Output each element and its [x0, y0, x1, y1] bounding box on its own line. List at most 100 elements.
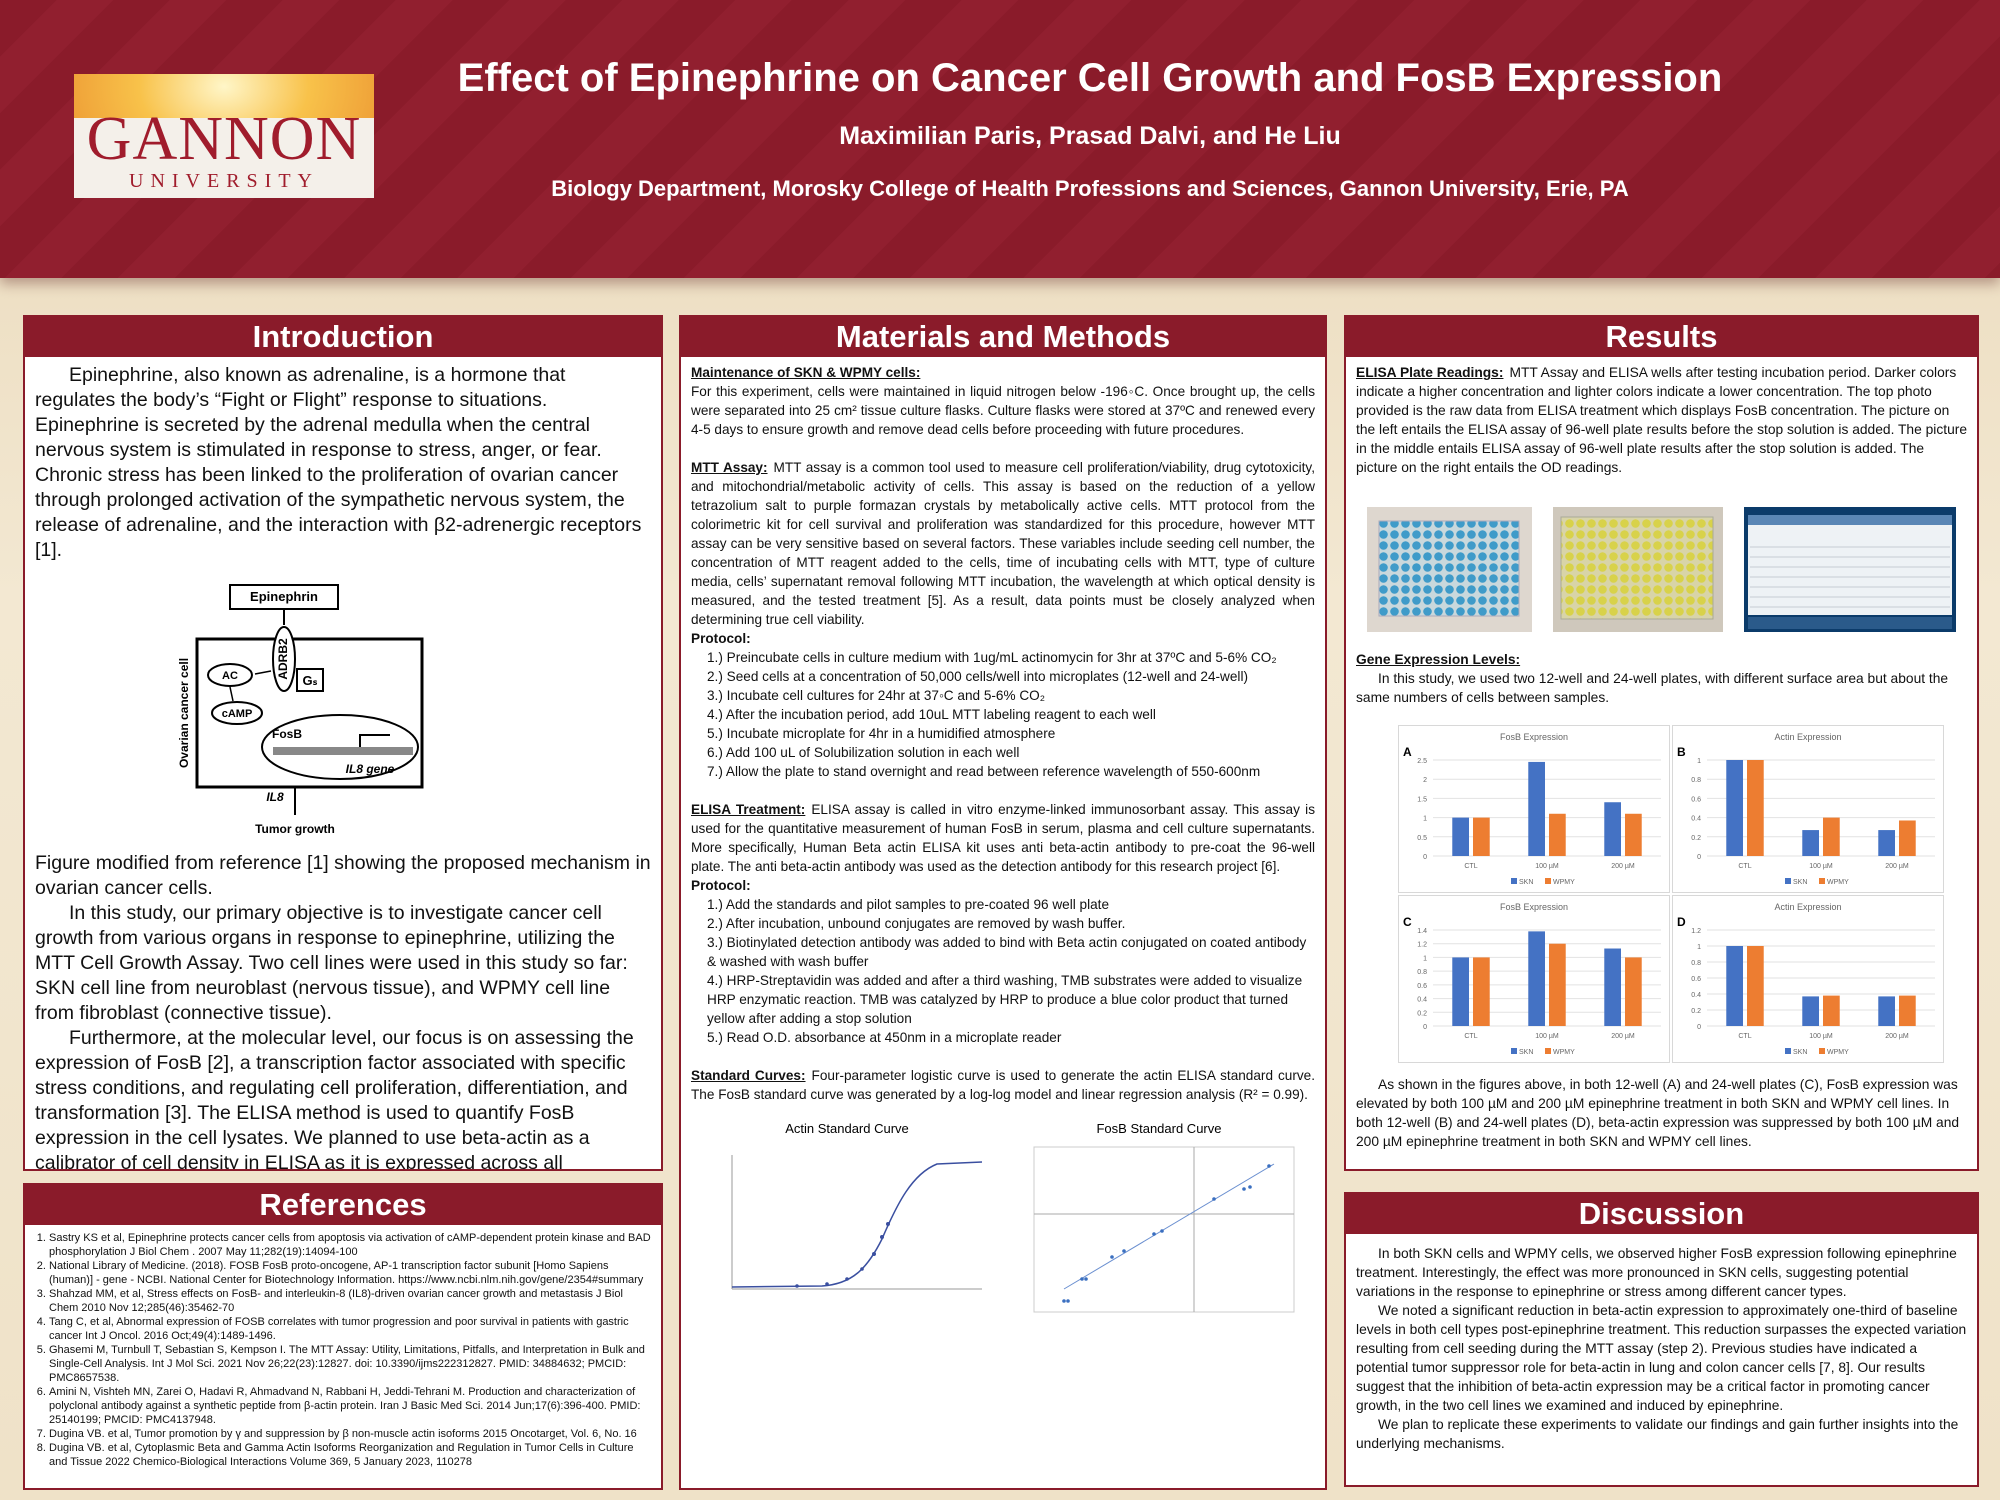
- y-tick-label: 0: [1697, 1024, 1701, 1031]
- bar: [1726, 760, 1743, 856]
- bar: [1747, 946, 1764, 1026]
- chart-title: Actin Expression: [1774, 732, 1841, 742]
- gene-bar: [273, 747, 413, 755]
- section-label: MTT Assay:: [691, 460, 768, 475]
- reference-list: Sastry KS et al, Epinephrine protects ca…: [25, 1231, 653, 1469]
- frame: [1033, 1146, 1295, 1313]
- actin-curve: Actin Standard Curve: [731, 1121, 983, 1290]
- y-tick-label: 1: [1697, 944, 1701, 951]
- node-label: cAMP: [222, 708, 253, 720]
- paragraph: As shown in the figures above, in both 1…: [1356, 1077, 1960, 1149]
- legend-label: SKN: [1519, 1049, 1533, 1056]
- protocol-step: 3.) Incubate cell cultures for 24hr at 3…: [707, 688, 1046, 703]
- x-tick-label: 200 µM: [1611, 863, 1635, 870]
- section-heading: Introduction: [25, 317, 661, 357]
- legend-swatch: [1785, 878, 1791, 884]
- bar: [1823, 995, 1840, 1026]
- chart-title: Actin Expression: [1774, 902, 1841, 912]
- reference: National Library of Medicine. (2018). FO…: [49, 1259, 653, 1287]
- node-label: AC: [222, 670, 238, 682]
- legend-swatch: [1511, 1048, 1517, 1054]
- section-body: For this experiment, cells were maintain…: [691, 384, 1315, 437]
- x-tick-label: CTL: [1738, 863, 1751, 870]
- section-heading: Results: [1346, 317, 1977, 357]
- logo-sub: UNIVERSITY: [129, 170, 319, 192]
- fit-curve: [731, 1161, 983, 1288]
- discussion-content: In both SKN cells and WPMY cells, we obs…: [1346, 1234, 1977, 1459]
- introduction-content: Epinephrine, also known as adrenaline, i…: [25, 357, 661, 1169]
- section-body: ELISA assay is called in vitro enzyme-li…: [691, 802, 1315, 874]
- section-label: Standard Curves:: [691, 1068, 806, 1083]
- panel-label: D: [1677, 915, 1686, 929]
- protocol-step: 4.) HRP-Streptavidin was added and after…: [707, 973, 1303, 1026]
- section-body: MTT Assay and ELISA wells after testing …: [1356, 365, 1968, 475]
- bar: [1528, 931, 1545, 1026]
- protocol-step: 5.) Incubate microplate for 4hr in a hum…: [707, 726, 1056, 741]
- bar: [1726, 946, 1743, 1026]
- y-tick-label: 2.5: [1417, 758, 1427, 765]
- paragraphs: In this study, our primary objective is …: [35, 901, 651, 1169]
- y-tick-label: 0.8: [1691, 960, 1701, 967]
- paragraphs: Epinephrine, also known as adrenaline, i…: [35, 363, 651, 563]
- y-tick-label: 0.5: [1417, 835, 1427, 842]
- y-tick-label: 0: [1423, 854, 1427, 861]
- node-label: FosB: [272, 727, 302, 741]
- y-tick-label: 1.2: [1691, 928, 1701, 935]
- logo-name: GANNON: [86, 105, 362, 173]
- bar: [1473, 817, 1490, 856]
- plate-photos: [1356, 507, 1967, 632]
- bar: [1878, 996, 1895, 1026]
- section-label: Gene Expression Levels:: [1356, 652, 1521, 667]
- y-tick-label: 0.2: [1691, 1008, 1701, 1015]
- protocol-step: 5.) Read O.D. absorbance at 450nm in a m…: [707, 1030, 1062, 1045]
- table-lines: [1750, 546, 1951, 608]
- bar: [1625, 957, 1642, 1026]
- protocol-step: 4.) After the incubation period, add 10u…: [707, 707, 1156, 722]
- y-tick-label: 0.2: [1417, 1010, 1427, 1017]
- tab-bar: [1748, 515, 1953, 525]
- method-section: MTT Assay: MTT assay is a common tool use…: [691, 458, 1315, 781]
- node-label: ADRB2: [276, 638, 290, 680]
- node-label: Ovarian cancer cell: [177, 658, 191, 768]
- fit-line: [1063, 1163, 1275, 1290]
- y-tick-label: 1.2: [1417, 942, 1427, 949]
- button-bar: [1748, 617, 1953, 629]
- panel-label: B: [1677, 745, 1686, 759]
- bar: [1604, 948, 1621, 1026]
- protocol-step: 3.) Biotinylated detection antibody was …: [707, 935, 1307, 969]
- bar: [1899, 820, 1916, 856]
- section-body: Four-parameter logistic curve is used to…: [691, 1068, 1316, 1102]
- cell-outline: [195, 637, 424, 789]
- paragraph: MTT Assay: MTT assay is a common tool use…: [691, 458, 1315, 629]
- bar: [1823, 817, 1840, 856]
- logo: GANNON UNIVERSITY: [74, 74, 374, 198]
- points: [795, 1222, 890, 1288]
- panel-label: C: [1403, 915, 1412, 929]
- legend-swatch: [1819, 878, 1825, 884]
- legend-swatch: [1545, 1048, 1551, 1054]
- od-readings: [1744, 507, 1957, 632]
- protocol-step: 6.) Add 100 uL of Solubilization solutio…: [707, 745, 1020, 760]
- reference: Amini N, Vishteh MN, Zarei O, Hadavi R, …: [49, 1385, 653, 1427]
- method-section: Maintenance of SKN & WPMY cells: For this…: [691, 363, 1315, 439]
- y-tick-label: 0.4: [1417, 997, 1427, 1004]
- bar: [1802, 996, 1819, 1026]
- reference: Dugina VB. et al, Cytoplasmic Beta and G…: [49, 1441, 653, 1469]
- section-label: ELISA Plate Readings:: [1356, 365, 1504, 380]
- discussion-panel: Discussion In both SKN cells and WPMY ce…: [1344, 1192, 1979, 1487]
- plate: [1560, 516, 1714, 620]
- reference: Shahzad MM, et al, Stress effects on Fos…: [49, 1287, 653, 1315]
- affiliation: Biology Department, Morosky College of H…: [551, 176, 1629, 201]
- legend-label: WPMY: [1553, 1049, 1575, 1056]
- y-tick-label: 0.6: [1691, 796, 1701, 803]
- logo-band: [74, 118, 374, 198]
- y-tick-label: 0.6: [1691, 976, 1701, 983]
- bar-chart: Actin Expression B 0 0.2 0.4 0.6 0.8 1 CTL 100 µM…: [1672, 725, 1944, 893]
- reference: Ghasemi M, Turnbull T, Sebastian S, Kemp…: [49, 1343, 653, 1385]
- method-section: ELISA Treatment: ELISA assay is called in…: [691, 800, 1315, 1047]
- paragraph: ELISA Plate Readings: MTT Assay and ELISA…: [1356, 363, 1967, 477]
- bar-chart: Actin Expression D 0 0.2 0.4 0.6 0.8 1 1.2 CTL 100…: [1672, 895, 1944, 1063]
- plate: [1378, 520, 1520, 617]
- photo-before-stop: [1366, 507, 1532, 632]
